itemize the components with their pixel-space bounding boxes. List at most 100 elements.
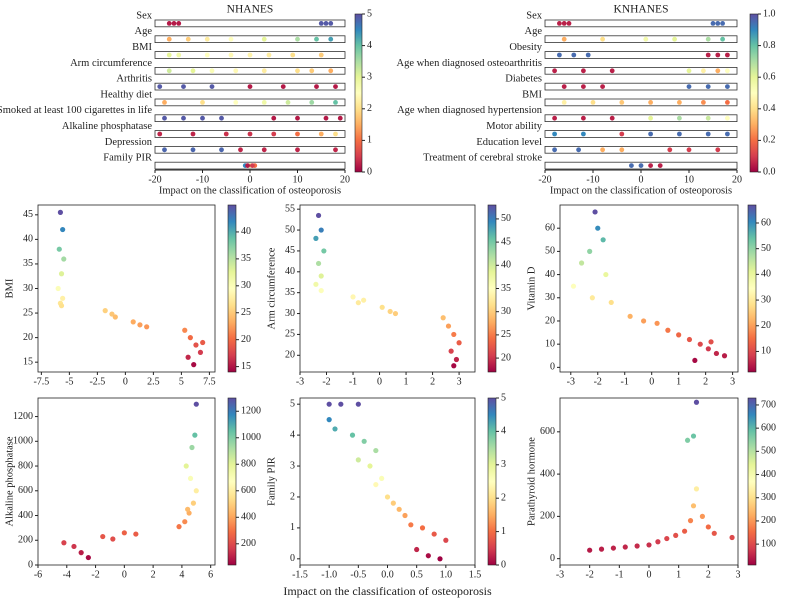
- point: [396, 506, 402, 512]
- shap-point: [247, 131, 253, 137]
- y-tick-label: 40: [285, 266, 295, 277]
- x-tick-label: 0: [248, 174, 253, 185]
- point: [182, 519, 188, 525]
- point: [373, 481, 379, 488]
- x-tick-label: 3: [730, 376, 735, 387]
- y-tick-label: 200: [18, 535, 33, 546]
- point: [587, 248, 593, 254]
- feature-band: [544, 161, 738, 170]
- point: [699, 513, 706, 519]
- shap-point: [705, 52, 711, 58]
- point: [197, 349, 204, 355]
- shap-point: [328, 68, 334, 74]
- point: [697, 341, 703, 347]
- feature-band: [544, 51, 738, 59]
- point: [338, 401, 344, 407]
- colorbar-tick-label: 10: [761, 346, 771, 357]
- point: [318, 227, 324, 233]
- shap-point: [561, 100, 567, 105]
- point: [183, 463, 189, 469]
- colorbar-tick-label: 0: [367, 166, 372, 177]
- point: [313, 235, 319, 241]
- point: [110, 536, 116, 542]
- colorbar-tick-label: 60: [761, 217, 771, 228]
- x-tick-label: 0: [649, 376, 654, 387]
- y-tick-label: 5: [290, 398, 295, 409]
- colorbar-tick-label: 500: [761, 446, 776, 457]
- point: [445, 323, 452, 329]
- point: [451, 331, 457, 338]
- chart-title: KNHANES: [614, 4, 669, 16]
- shap-point: [295, 131, 300, 137]
- y-tick-label: 20: [545, 315, 555, 326]
- y-tick-label: 800: [18, 460, 33, 471]
- point: [60, 226, 66, 233]
- point: [361, 297, 367, 303]
- colorbar-tick-label: 40: [761, 269, 771, 280]
- point: [200, 339, 206, 346]
- point: [193, 401, 199, 407]
- feature-label: Depression: [105, 137, 153, 148]
- colorbar-tick-label: 0: [501, 559, 506, 570]
- point: [112, 314, 118, 320]
- chart-title: NHANES: [227, 4, 274, 16]
- point: [595, 225, 601, 231]
- point: [185, 354, 191, 360]
- feature-band: [154, 114, 346, 123]
- shap-point: [166, 21, 172, 26]
- colorbar-tick-label: 0.8: [763, 40, 776, 51]
- shap-point: [619, 147, 625, 153]
- shap-point: [271, 131, 277, 137]
- y-axis-label: Family PIR: [266, 457, 277, 506]
- y-tick-label: 35: [285, 287, 295, 298]
- y-tick-label: 600: [18, 485, 33, 496]
- colorbar: [487, 397, 497, 566]
- y-tick-label: 0: [550, 362, 555, 373]
- point: [673, 532, 679, 539]
- x-tick-label: -10: [586, 174, 599, 185]
- point: [705, 346, 711, 352]
- colorbar: [487, 204, 497, 373]
- shap-point: [609, 115, 615, 121]
- x-tick-label: 1.5: [469, 569, 482, 580]
- colorbar-tick-label: 30: [501, 306, 511, 317]
- point: [408, 522, 414, 528]
- point: [654, 320, 660, 326]
- colorbar: [749, 13, 759, 173]
- shap-point: [725, 100, 730, 105]
- point: [57, 209, 64, 215]
- shap-point: [295, 68, 300, 74]
- shap-point: [261, 68, 267, 74]
- y-tick-label: 2: [290, 491, 295, 502]
- point: [187, 335, 193, 341]
- feature-label: Family PIR: [103, 153, 152, 164]
- shap-point: [701, 100, 706, 105]
- x-tick-label: 20: [340, 174, 350, 185]
- y-tick-label: 30: [545, 292, 555, 303]
- shap-point: [725, 84, 730, 89]
- feature-band: [154, 19, 346, 28]
- point: [578, 260, 585, 266]
- point: [729, 534, 735, 541]
- y-tick-label: 600: [540, 426, 555, 437]
- x-tick-label: -2: [91, 569, 99, 580]
- y-tick-label: 50: [285, 224, 295, 235]
- plot-frame: [37, 397, 216, 566]
- colorbar-tick-label: 800: [241, 459, 256, 470]
- point: [137, 322, 143, 328]
- shap-point: [566, 21, 572, 26]
- y-tick-label: 30: [285, 308, 295, 319]
- colorbar-tick-label: 0.0: [763, 166, 776, 177]
- feature-band: [544, 145, 738, 154]
- shap-point: [667, 147, 673, 153]
- y-tick-label: 1200: [13, 411, 33, 422]
- point: [414, 546, 420, 553]
- point: [321, 248, 327, 254]
- y-tick-label: 0: [290, 553, 295, 564]
- point: [350, 294, 356, 300]
- x-tick-label: -1.0: [321, 569, 337, 580]
- point: [425, 553, 431, 559]
- feature-band: [544, 35, 738, 43]
- shap-point: [552, 68, 557, 74]
- colorbar-tick-label: 1: [501, 526, 506, 537]
